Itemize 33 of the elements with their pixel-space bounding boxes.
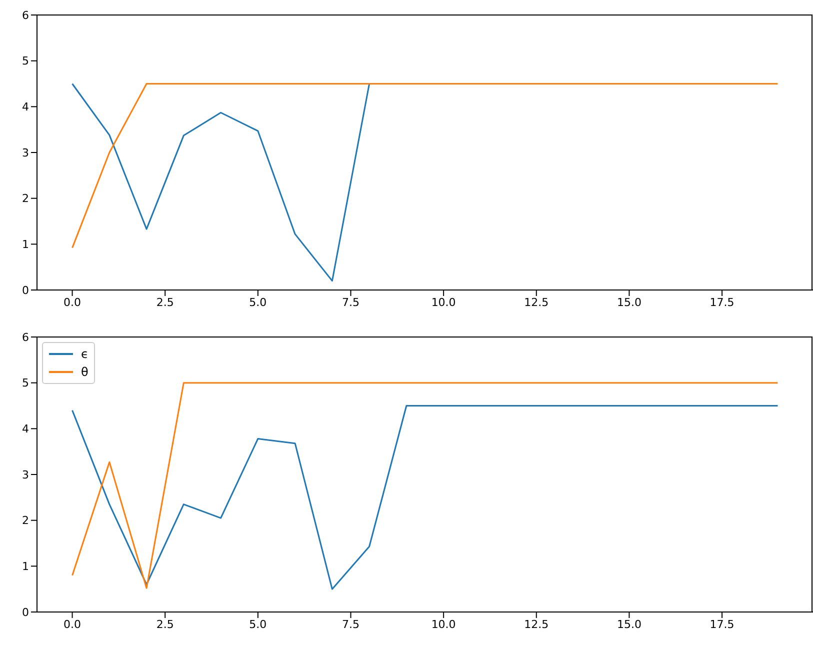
x-tick-label: 5.0 (249, 618, 267, 631)
y-tick-label: 3 (22, 468, 29, 482)
legend-label: ϵ (81, 346, 88, 363)
y-tick-label: 3 (22, 146, 29, 160)
x-tick-label: 17.5 (710, 296, 734, 309)
y-tick-label: 0 (22, 606, 29, 619)
x-tick-label: 12.5 (524, 618, 549, 631)
x-tick-label: 2.5 (156, 296, 174, 309)
y-tick-label: 5 (22, 54, 29, 68)
y-tick-label: 4 (22, 100, 29, 114)
x-tick-label: 15.0 (616, 618, 642, 631)
y-tick-label: 2 (22, 192, 29, 206)
y-tick-label: 0 (22, 284, 29, 297)
y-tick-label: 1 (22, 238, 29, 252)
x-tick-label: 10.0 (431, 618, 456, 631)
y-tick-label: 6 (22, 330, 29, 344)
x-tick-label: 7.5 (342, 296, 360, 309)
x-tick-label: 5.0 (249, 296, 267, 309)
x-tick-label: 17.5 (710, 618, 734, 631)
x-tick-label: 12.5 (524, 296, 549, 309)
x-tick-label: 15.0 (616, 296, 642, 309)
legend-label: θ (81, 364, 88, 381)
x-tick-label: 2.5 (156, 618, 174, 631)
x-tick-label: 7.5 (342, 618, 360, 631)
y-tick-label: 4 (22, 422, 29, 436)
x-tick-label: 10.0 (431, 296, 456, 309)
x-tick-label: 0.0 (64, 296, 82, 309)
y-tick-label: 2 (22, 514, 29, 528)
x-tick-label: 0.0 (64, 618, 82, 631)
line-series (72, 83, 370, 282)
y-tick-label: 6 (22, 8, 29, 22)
y-tick-label: 5 (22, 376, 29, 390)
y-tick-label: 1 (22, 560, 29, 574)
